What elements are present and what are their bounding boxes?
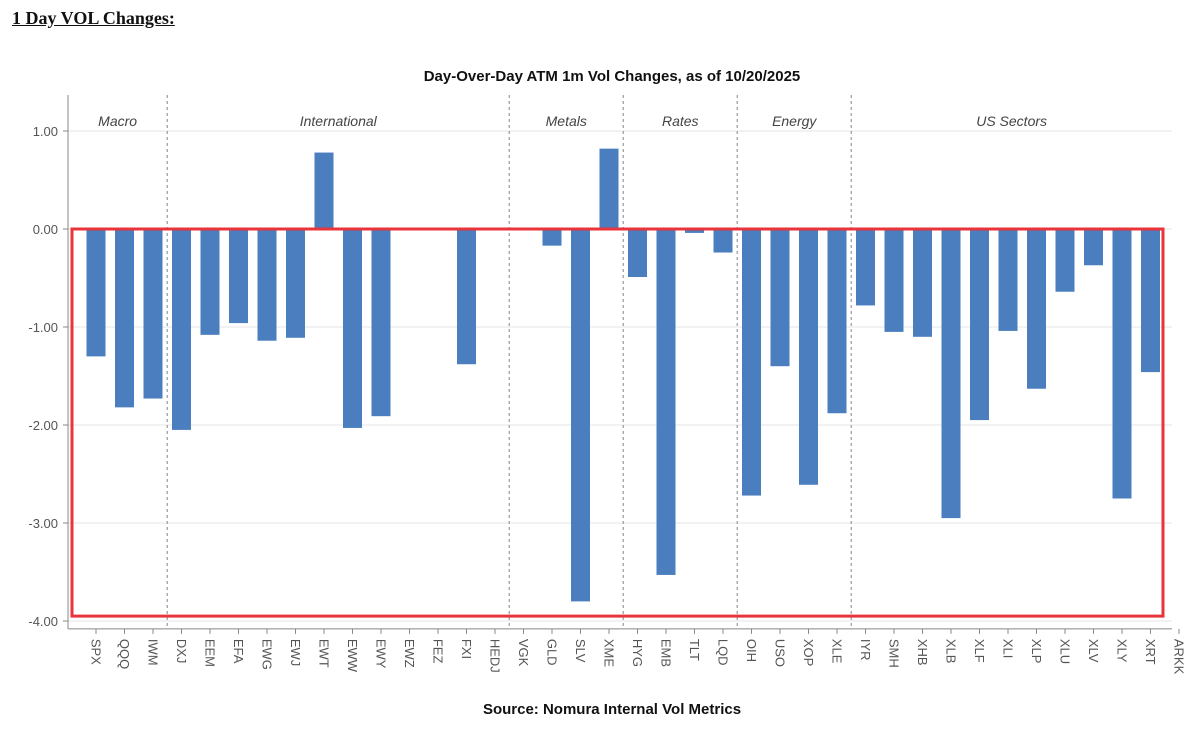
bar-lqd	[713, 229, 733, 253]
bar-xrt	[1141, 229, 1160, 373]
bar-dxj	[172, 229, 191, 430]
bar-xle	[827, 229, 847, 414]
bar-ewt	[314, 152, 334, 229]
x-tick-label-fez: FEZ	[431, 639, 446, 664]
x-tick-label-tlt: TLT	[687, 639, 702, 661]
x-tick-label-gld: GLD	[545, 639, 560, 666]
x-tick-label-hyg: HYG	[630, 639, 645, 667]
x-tick-label-slv: SLV	[573, 639, 588, 663]
x-tick-label-xlb: XLB	[944, 639, 959, 664]
x-tick-label-eem: EEM	[203, 639, 218, 667]
x-tick-label-qqq: QQQ	[117, 639, 132, 669]
group-label-us-sectors: US Sectors	[976, 113, 1047, 129]
y-tick-label: -2.00	[28, 418, 58, 433]
x-tick-label-eww: EWW	[345, 639, 360, 673]
bar-xop	[799, 229, 818, 485]
y-tick-label: -3.00	[28, 516, 58, 531]
bar-tlt	[685, 229, 704, 233]
bar-iwm	[143, 229, 163, 399]
bar-ewj	[286, 229, 305, 338]
bar-fxi	[457, 229, 476, 365]
bar-xlu	[1055, 229, 1075, 292]
bars	[86, 148, 1160, 602]
x-tick-label-xlv: XLV	[1086, 639, 1101, 663]
y-tick-label: 1.00	[33, 124, 58, 139]
bar-ewg	[257, 229, 277, 341]
bar-xli	[998, 229, 1018, 331]
x-tick-label-uso: USO	[773, 639, 788, 667]
group-label-international: International	[300, 113, 378, 129]
x-tick-label-emb: EMB	[659, 639, 674, 667]
y-tick-label: 0.00	[33, 222, 58, 237]
x-tick-label-lqd: LQD	[716, 639, 731, 666]
axes	[67, 95, 1172, 630]
bar-spx	[86, 229, 106, 357]
bar-smh	[884, 229, 904, 332]
bar-iyr	[856, 229, 875, 306]
x-tick-label-dxj: DXJ	[174, 639, 189, 664]
x-tick-label-xly: XLY	[1115, 639, 1130, 663]
x-tick-label-xhb: XHB	[915, 639, 930, 666]
x-tick-label-smh: SMH	[887, 639, 902, 668]
x-tick-label-ewg: EWG	[260, 639, 275, 670]
bar-xlf	[970, 229, 989, 421]
x-tick-label-xme: XME	[602, 639, 617, 668]
chart-title: Day-Over-Day ATM 1m Vol Changes, as of 1…	[424, 68, 801, 85]
bar-eem	[200, 229, 220, 335]
bar-gld	[542, 229, 562, 246]
y-tick-label: -4.00	[28, 614, 58, 629]
group-label-energy: Energy	[772, 113, 817, 129]
group-label-rates: Rates	[662, 113, 699, 129]
bar-efa	[229, 229, 248, 324]
x-tick-label-xle: XLE	[830, 639, 845, 664]
x-tick-label-spx: SPX	[89, 639, 104, 665]
x-tick-label-hedj: HEDJ	[488, 639, 503, 673]
group-label-macro: Macro	[98, 113, 137, 129]
bar-qqq	[115, 229, 134, 408]
x-tick-label-xlf: XLF	[972, 639, 987, 663]
bar-xhb	[913, 229, 932, 337]
x-tick-label-ewj: EWJ	[288, 639, 303, 666]
bar-xly	[1112, 229, 1132, 499]
group-label-metals: Metals	[546, 113, 587, 129]
bar-xlb	[941, 229, 961, 519]
bar-hyg	[628, 229, 647, 278]
bar-xme	[599, 148, 619, 229]
x-tick-label-efa: EFA	[231, 639, 246, 664]
x-tick-label-ewz: EWZ	[402, 639, 417, 668]
x-tick-label-iwm: IWM	[146, 639, 161, 666]
bar-slv	[571, 229, 590, 602]
y-tick-label: -1.00	[28, 320, 58, 335]
x-tick-label-ewt: EWT	[317, 639, 332, 668]
x-tick-labels: SPX QQQ IWM DXJ EEM EFA EWG EWJ EWT EWW EWY EWZ FEZ F…	[89, 628, 1187, 675]
group-labels: Macro International Metals Rates Energy US Se…	[98, 113, 1047, 129]
y-tick-labels: 1.00 0.00 -1.00 -2.00 -3.00 -4.00	[28, 124, 58, 629]
bar-emb	[656, 229, 676, 575]
bar-eww	[343, 229, 362, 428]
highlight-box	[70, 227, 1165, 618]
bar-ewy	[371, 229, 391, 417]
bar-oih	[742, 229, 761, 496]
x-tick-label-xlp: XLP	[1029, 639, 1044, 664]
x-tick-label-xop: XOP	[801, 639, 816, 666]
bar-xlv	[1084, 229, 1103, 266]
page-heading: 1 Day VOL Changes:	[12, 8, 175, 28]
chart-source: Source: Nomura Internal Vol Metrics	[483, 701, 741, 718]
x-tick-label-xrt: XRT	[1143, 639, 1158, 665]
x-tick-label-vgk: VGK	[516, 639, 531, 667]
x-tick-label-ewy: EWY	[374, 639, 389, 669]
bar-uso	[770, 229, 790, 367]
bar-xlp	[1027, 229, 1046, 389]
x-tick-label-arkk: ARKK	[1172, 639, 1187, 675]
x-tick-label-xlu: XLU	[1058, 639, 1073, 664]
x-tick-label-oih: OIH	[744, 639, 759, 662]
x-tick-label-fxi: FXI	[459, 639, 474, 659]
group-separators	[166, 95, 852, 629]
x-tick-label-xli: XLI	[1001, 639, 1016, 659]
x-tick-label-iyr: IYR	[858, 639, 873, 661]
